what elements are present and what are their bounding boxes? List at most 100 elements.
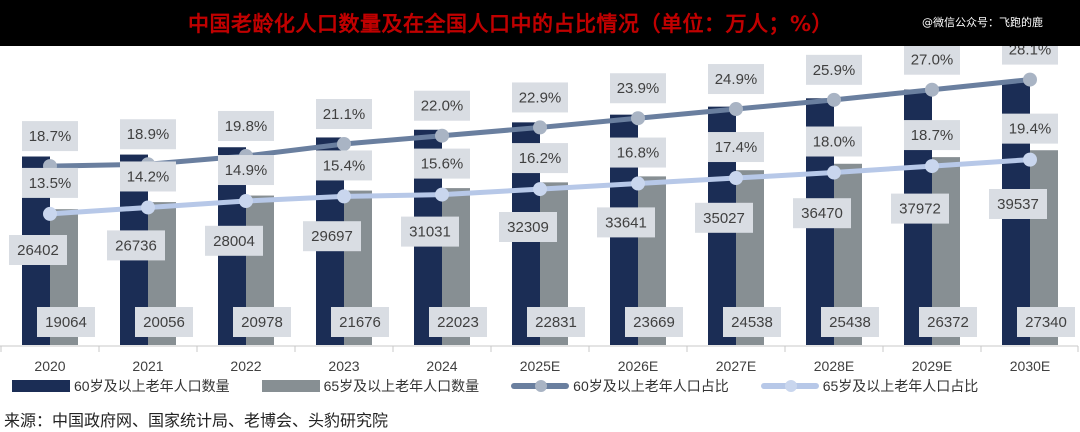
- point-65-ratio: [239, 194, 253, 209]
- data-label-60-count-bg: [499, 212, 557, 242]
- data-label-60-ratio-bg: [512, 82, 568, 113]
- point-65-ratio: [337, 189, 351, 204]
- chart-plot: 2020 2021 2022 2023 2024 2025E 2026E 2027E 2028E…: [0, 46, 1079, 374]
- data-label-65-count: 22831: [535, 314, 577, 331]
- legend-item-60-count: 60岁及以上老年人口数量: [12, 376, 230, 396]
- data-label-65-ratio-bg: [512, 143, 568, 174]
- data-label-65-ratio-bg: [806, 126, 862, 157]
- x-tick-label: 2028E: [814, 358, 854, 374]
- data-label-65-ratio-bg: [610, 137, 666, 168]
- data-label-60-count-bg: [205, 225, 263, 256]
- data-label-60-ratio-bg: [316, 98, 372, 129]
- data-label-60-ratio: 27.0%: [911, 52, 954, 69]
- legend-swatch: [760, 380, 819, 392]
- x-tick-label: 2030E: [1010, 358, 1050, 374]
- legend-label: 65岁及以上老年人口数量: [323, 378, 480, 394]
- data-label-60-count: 36470: [801, 205, 843, 222]
- legend-item-65-count: 65岁及以上老年人口数量: [261, 376, 480, 396]
- legend-label: 60岁及以上老年人口数量: [74, 378, 230, 394]
- data-label-60-count-bg: [9, 235, 67, 265]
- point-60-ratio: [337, 136, 351, 151]
- data-label-60-count: 39537: [997, 196, 1039, 213]
- data-label-65-count: 26372: [927, 314, 969, 331]
- data-label-60-ratio-bg: [120, 119, 176, 150]
- data-label-60-count-bg: [107, 230, 165, 261]
- point-60-ratio: [925, 82, 939, 97]
- data-label-60-ratio-bg: [610, 73, 666, 104]
- data-label-65-count-bg: [821, 307, 879, 337]
- data-label-65-count-bg: [429, 307, 487, 337]
- data-label-65-count-bg: [37, 307, 95, 337]
- data-label-65-ratio: 14.2%: [127, 168, 170, 185]
- data-label-60-ratio: 19.8%: [225, 118, 268, 135]
- point-60-ratio: [435, 128, 449, 143]
- data-label-65-ratio: 15.4%: [323, 157, 366, 174]
- data-label-60-count: 26736: [115, 237, 157, 254]
- data-label-65-count: 21676: [339, 314, 381, 331]
- watermark: @微信公众号：飞跑的鹿: [922, 16, 1043, 29]
- data-label-65-ratio: 18.7%: [911, 127, 954, 144]
- data-label-60-count: 31031: [409, 224, 451, 241]
- data-label-65-count: 20978: [241, 314, 283, 331]
- legend: 60岁及以上老年人口数量 65岁及以上老年人口数量 60岁及以上老年人口占比 6…: [12, 376, 1010, 396]
- x-tick-label: 2023: [328, 358, 359, 374]
- legend-item-60-ratio: 60岁及以上老年人口占比: [511, 376, 729, 396]
- data-label-65-ratio: 15.6%: [421, 156, 464, 173]
- x-tick-label: 2027E: [716, 358, 756, 374]
- x-tick-label: 2022: [230, 358, 261, 374]
- data-label-60-ratio-bg: [904, 46, 960, 75]
- data-label-65-ratio-bg: [218, 155, 274, 186]
- data-label-65-ratio-bg: [22, 167, 78, 198]
- point-65-ratio: [43, 206, 57, 221]
- point-65-ratio: [729, 171, 743, 186]
- data-label-65-count-bg: [233, 307, 291, 337]
- data-label-65-ratio: 16.8%: [617, 145, 660, 162]
- data-label-65-count: 24538: [731, 314, 773, 331]
- data-label-60-count: 29697: [311, 228, 353, 245]
- data-label-65-count-bg: [1017, 307, 1075, 337]
- data-label-60-ratio: 18.7%: [29, 128, 72, 145]
- data-label-60-count: 32309: [507, 219, 549, 236]
- data-label-60-count: 26402: [17, 242, 59, 259]
- data-label-65-count: 20056: [143, 314, 185, 331]
- data-label-65-ratio: 18.0%: [813, 134, 856, 151]
- data-label-65-ratio-bg: [414, 148, 470, 179]
- data-label-65-count-bg: [527, 307, 585, 337]
- point-65-ratio: [141, 200, 155, 215]
- data-label-60-ratio-bg: [806, 54, 862, 85]
- data-label-65-ratio-bg: [904, 120, 960, 151]
- data-label-60-ratio-bg: [414, 90, 470, 121]
- point-60-ratio: [1023, 72, 1037, 87]
- x-tick-label: 2029E: [912, 358, 952, 374]
- point-65-ratio: [827, 165, 841, 180]
- source-note: 来源：中国政府网、国家统计局、老博会、头豹研究院: [4, 411, 389, 430]
- legend-label: 65岁及以上老年人口占比: [822, 378, 979, 394]
- data-label-60-count: 33641: [605, 214, 647, 231]
- point-60-ratio: [827, 92, 841, 107]
- data-label-60-ratio-bg: [708, 64, 764, 95]
- legend-swatch: [12, 380, 70, 392]
- point-65-ratio: [631, 176, 645, 191]
- chart-title: 中国老龄化人口数量及在全国人口中的占比情况（单位：万人；%）: [188, 12, 834, 36]
- data-label-65-ratio: 17.4%: [715, 139, 758, 156]
- data-label-60-ratio: 28.1%: [1009, 46, 1052, 59]
- data-label-60-ratio-bg: [1002, 46, 1058, 65]
- legend-item-65-ratio: 65岁及以上老年人口占比: [760, 376, 979, 396]
- data-label-60-count: 37972: [899, 201, 941, 218]
- data-label-60-ratio: 25.9%: [813, 62, 856, 79]
- data-label-65-ratio-bg: [1002, 113, 1058, 144]
- point-60-ratio: [729, 102, 743, 117]
- data-label-60-count: 35027: [703, 210, 745, 227]
- data-label-60-count-bg: [303, 221, 361, 252]
- data-label-60-ratio: 23.9%: [617, 80, 660, 97]
- data-label-65-count: 27340: [1025, 314, 1067, 331]
- x-tick-label: 2024: [426, 358, 457, 374]
- data-label-60-ratio: 22.0%: [421, 98, 464, 115]
- data-label-65-count: 22023: [437, 314, 479, 331]
- x-tick-label: 2020: [34, 358, 65, 374]
- point-60-ratio: [533, 120, 547, 135]
- data-label-65-ratio: 16.2%: [519, 150, 562, 167]
- data-label-60-count: 28004: [213, 233, 255, 250]
- data-label-65-ratio: 14.9%: [225, 162, 268, 179]
- data-label-65-count-bg: [135, 307, 193, 337]
